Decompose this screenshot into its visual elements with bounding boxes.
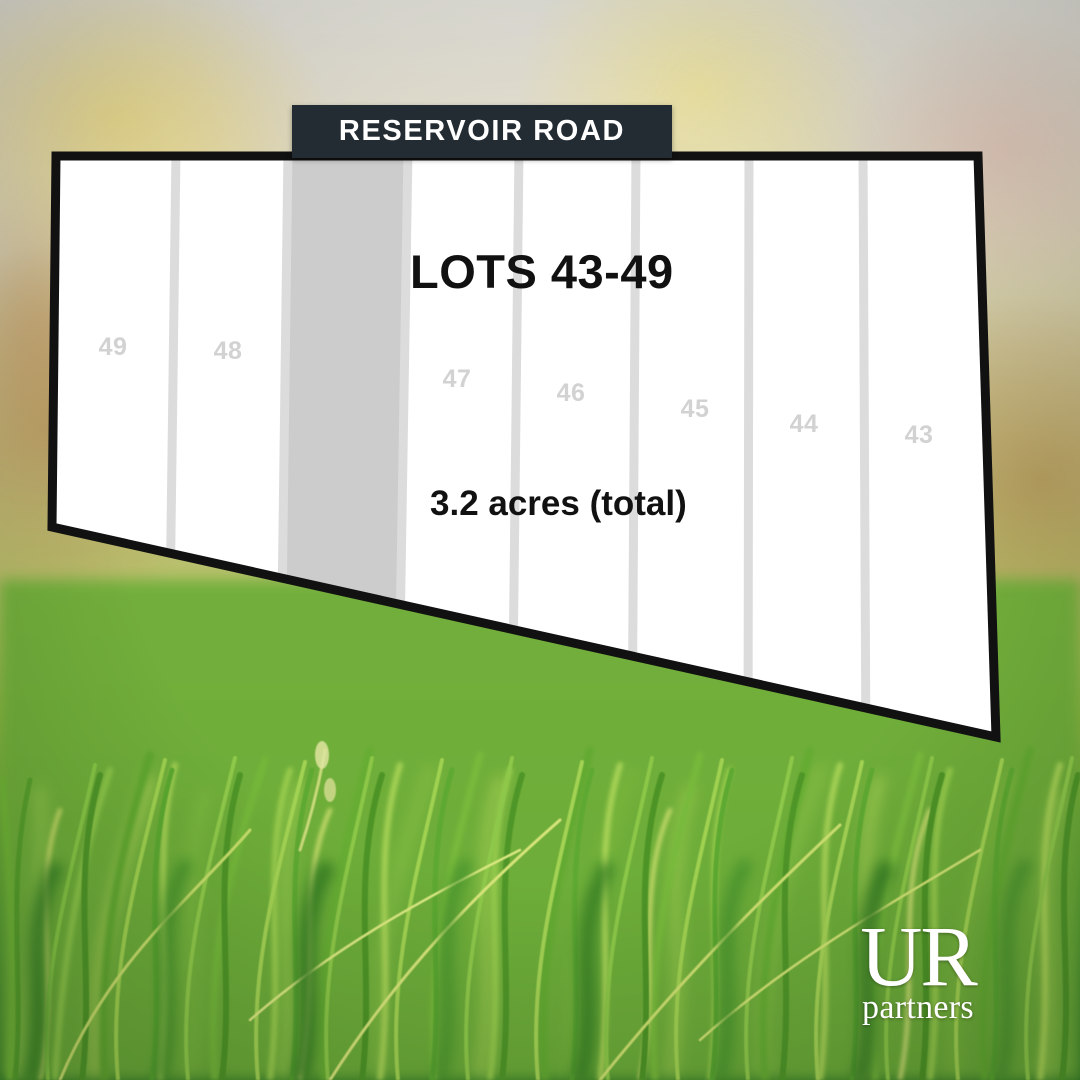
plot-acreage: 3.2 acres (total) xyxy=(430,484,687,523)
lot-number-44: 44 xyxy=(790,410,819,438)
lot-number-48: 48 xyxy=(214,337,243,365)
grass-layer-near xyxy=(0,720,1080,1080)
logo-subtext: partners xyxy=(862,989,974,1027)
lot-number-43: 43 xyxy=(905,421,934,449)
grass-layer-front xyxy=(0,860,1080,1080)
easement-band xyxy=(280,156,408,737)
lot-number-49: 49 xyxy=(99,333,128,361)
lot-number-46: 46 xyxy=(557,379,586,407)
ur-partners-logo: UR partners xyxy=(843,908,993,1027)
logo-mark: UR xyxy=(860,908,977,1004)
plot-title: LOTS 43-49 xyxy=(410,245,674,298)
lot-number-group: 49 48 47 46 45 44 43 xyxy=(99,333,934,449)
parcel-fill xyxy=(52,156,996,737)
road-name-label: RESERVOIR ROAD xyxy=(338,115,626,147)
lot-number-47: 47 xyxy=(443,365,472,393)
lot-number-45: 45 xyxy=(681,395,710,423)
road-name-banner: RESERVOIR ROAD xyxy=(292,105,672,158)
